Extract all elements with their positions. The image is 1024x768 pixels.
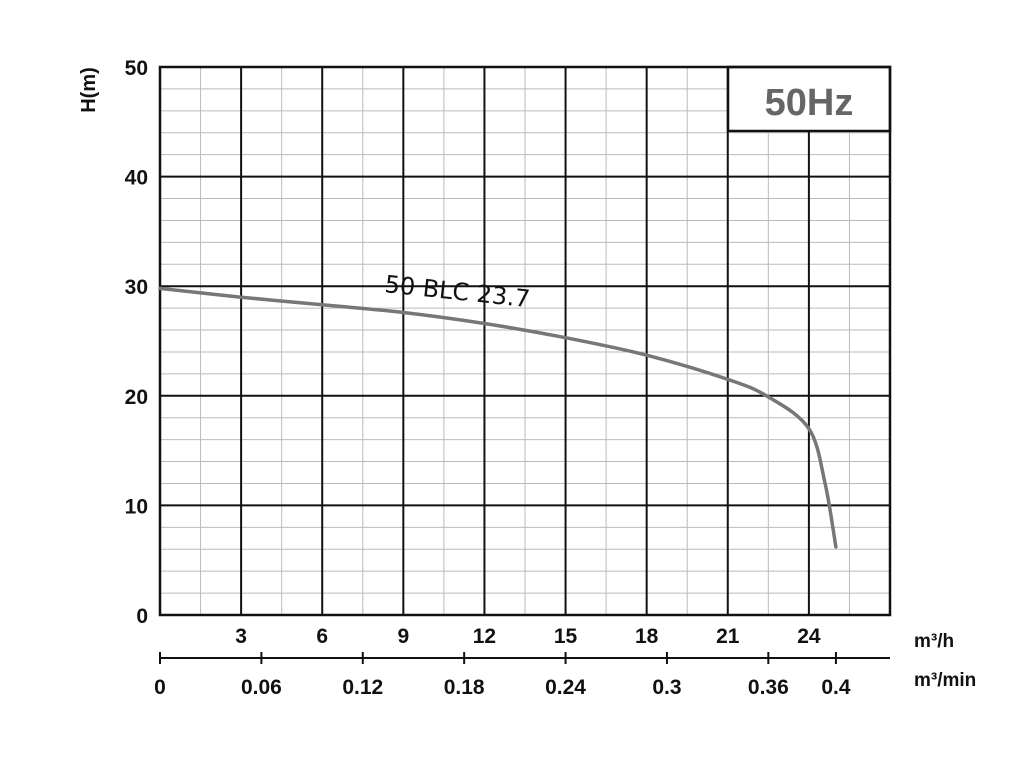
frequency-badge: 50Hz xyxy=(765,82,854,124)
series-line xyxy=(158,286,838,549)
y-tick-label: 10 xyxy=(125,495,148,518)
x-tick-label-secondary: 0 xyxy=(154,676,166,699)
x-tick-label-secondary: 0.3 xyxy=(652,676,681,699)
x-tick-label-primary: 21 xyxy=(716,625,740,648)
x-tick-label-secondary: 0.36 xyxy=(748,676,789,699)
x-tick-label-secondary: 0.18 xyxy=(444,676,485,699)
x-tick-label-primary: 15 xyxy=(554,625,578,648)
series-layer xyxy=(158,286,838,549)
y-tick-label: 50 xyxy=(125,57,148,80)
x-axis-unit-secondary: m³/min xyxy=(914,670,976,691)
x-tick-label-secondary: 0.4 xyxy=(821,676,851,699)
x-tick-label-primary: 3 xyxy=(235,625,247,648)
y-ticks: 50 40 30 20 10 0 xyxy=(125,57,148,628)
x-tick-label-secondary: 0.06 xyxy=(241,676,282,699)
x-ticks-secondary: 0 0.06 0.12 0.18 0.24 0.3 0.36 0.4 xyxy=(154,652,851,699)
x-tick-label-secondary: 0.24 xyxy=(545,676,586,699)
y-axis-label: H(m) xyxy=(78,67,100,113)
x-tick-label-primary: 6 xyxy=(316,625,328,648)
x-tick-label-primary: 18 xyxy=(635,625,659,648)
x-tick-label-secondary: 0.12 xyxy=(342,676,383,699)
y-tick-label: 0 xyxy=(136,605,148,628)
x-axis-unit-primary: m³/h xyxy=(914,631,954,652)
x-tick-label-primary: 12 xyxy=(473,625,496,648)
minor-grid xyxy=(160,67,890,615)
x-tick-label-primary: 9 xyxy=(397,625,409,648)
y-tick-label: 20 xyxy=(125,386,148,409)
x-tick-label-primary: 24 xyxy=(797,625,821,648)
y-tick-label: 40 xyxy=(125,167,148,190)
y-tick-label: 30 xyxy=(125,276,148,299)
plot-frame xyxy=(158,65,892,617)
series-label: 50 BLC 23.7 xyxy=(383,270,531,313)
x-ticks-primary: 3 6 9 12 15 18 21 24 xyxy=(235,625,821,648)
